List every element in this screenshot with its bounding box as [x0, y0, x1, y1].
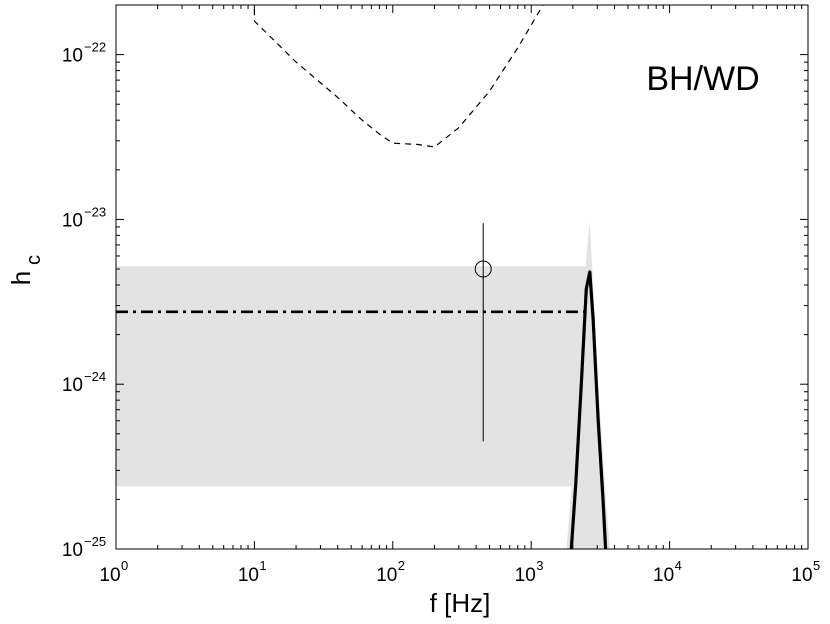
x-axis-label: f [Hz] [430, 588, 491, 618]
y-tick-exponent: −25 [84, 534, 106, 549]
y-tick-exponent: −24 [84, 369, 106, 384]
x-tick-label: 10 [791, 565, 812, 586]
x-tick-label: 10 [515, 565, 536, 586]
y-axis-label: h c [6, 255, 45, 285]
x-tick-exponent: 0 [121, 558, 128, 573]
chart-annotation: BH/WD [646, 60, 759, 98]
x-tick-exponent: 5 [813, 558, 820, 573]
y-tick-exponent: −23 [84, 204, 106, 219]
x-tick-exponent: 2 [398, 558, 405, 573]
uncertainty-band [116, 266, 587, 487]
x-tick-label: 10 [376, 565, 397, 586]
x-tick-exponent: 1 [259, 558, 266, 573]
y-tick-label: 10 [62, 46, 83, 67]
y-axis-label-main: h [6, 271, 36, 285]
signal-peak-curve [569, 270, 608, 549]
plot-frame [115, 4, 809, 550]
x-tick-exponent: 3 [536, 558, 543, 573]
x-tick-label: 10 [238, 565, 259, 586]
y-tick-label: 10 [62, 375, 83, 396]
y-tick-exponent: −22 [84, 40, 106, 55]
sensitivity-curve-dashed [253, 5, 544, 148]
y-tick-label: 10 [62, 540, 83, 561]
y-tick-label: 10 [62, 210, 83, 231]
y-axis-label-sub: c [23, 255, 45, 265]
x-tick-exponent: 4 [675, 558, 682, 573]
x-tick-label: 10 [653, 565, 674, 586]
x-tick-label: 10 [99, 565, 120, 586]
data-point-marker [474, 260, 492, 278]
